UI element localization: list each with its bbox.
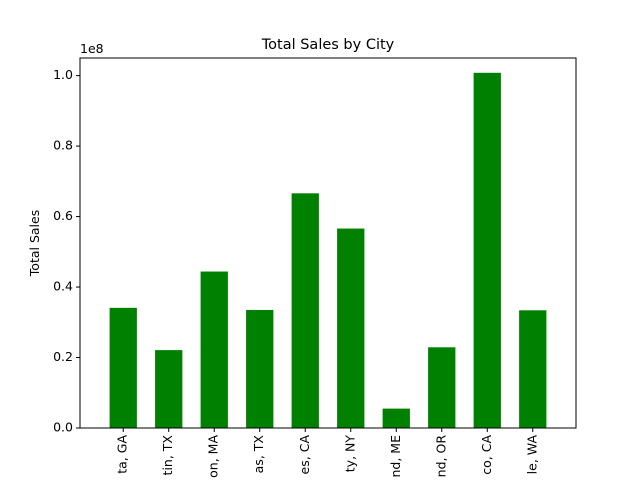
x-tick-label: tin, TX <box>160 435 175 476</box>
bar <box>200 271 228 428</box>
y-tick-label: 0.4 <box>53 279 73 294</box>
y-tick-label: 0.0 <box>53 420 73 435</box>
bar <box>337 228 365 428</box>
plot-frame <box>79 57 577 429</box>
y-axis-ticks: 0.0 0.2 0.4 0.6 0.8 1.0 <box>53 67 80 435</box>
y-axis-label: Total Sales <box>27 210 42 277</box>
x-tick-label: es, CA <box>297 435 312 475</box>
x-tick-label: ta, GA <box>115 435 130 474</box>
y-tick-label: 1.0 <box>53 67 73 82</box>
y-tick-label: 0.2 <box>53 349 73 364</box>
bar <box>382 408 410 428</box>
bar <box>428 347 456 428</box>
x-tick-label: on, MA <box>206 435 221 478</box>
bar <box>519 310 547 428</box>
x-tick-label: ty, NY <box>342 435 357 473</box>
y-tick-label: 0.6 <box>53 208 73 223</box>
bar <box>291 193 319 428</box>
x-tick-label: le, WA <box>524 435 539 475</box>
x-tick-label: co, CA <box>479 435 494 475</box>
bars-group <box>109 72 547 429</box>
x-tick-label: nd, ME <box>388 435 403 478</box>
x-tick-label: as, TX <box>251 435 266 474</box>
y-tick-label: 0.8 <box>53 138 73 153</box>
x-tick-label: nd, OR <box>433 435 448 478</box>
y-axis-offset-text: 1e8 <box>80 41 104 56</box>
bar <box>473 72 501 429</box>
bar <box>109 307 137 428</box>
chart-title: Total Sales by City <box>261 37 395 53</box>
x-axis-ticks: ta, GA tin, TX on, MA as, TX es, CA ty, NY nd,… <box>115 428 539 478</box>
bar <box>155 350 183 428</box>
bar <box>246 309 274 428</box>
